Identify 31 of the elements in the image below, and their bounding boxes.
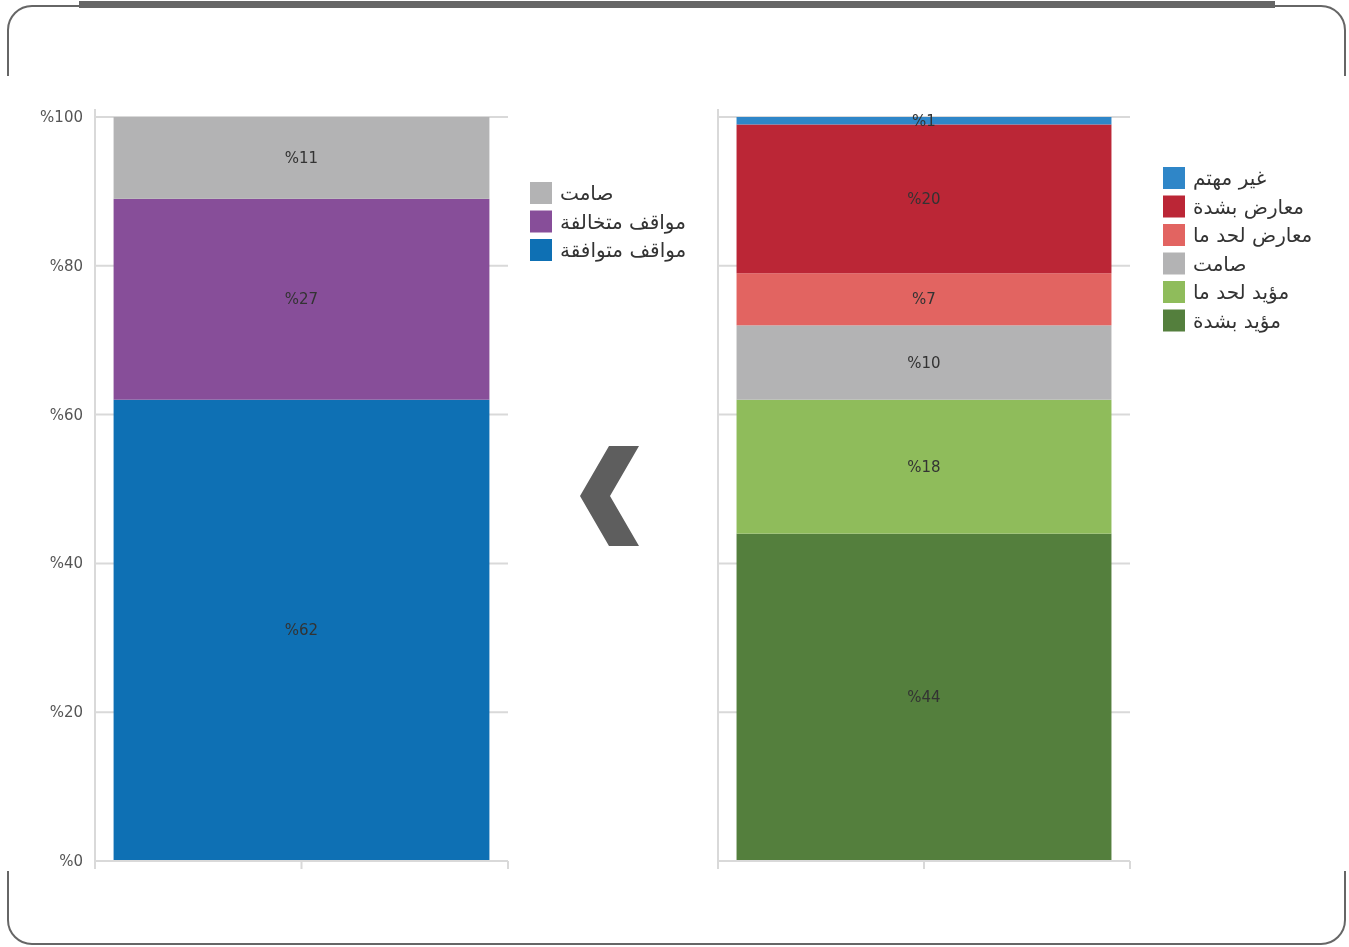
bar bbox=[113, 198, 490, 400]
data-label: %11 bbox=[284, 148, 319, 167]
bar bbox=[736, 124, 1112, 274]
y-tick-label: %100 bbox=[40, 108, 83, 126]
bar bbox=[736, 273, 1112, 326]
legend-label: غير مهتم bbox=[1193, 166, 1267, 190]
data-label: %18 bbox=[907, 457, 941, 476]
data-label: %62 bbox=[284, 621, 319, 640]
legend-label: مؤيد لحد ما bbox=[1193, 280, 1290, 304]
y-tick-label: %40 bbox=[49, 554, 83, 573]
y-tick-label: %0 bbox=[59, 852, 83, 870]
y-tick-label: %60 bbox=[49, 405, 83, 424]
y-tick-label: %80 bbox=[49, 256, 83, 275]
legend-label: مؤيد بشدة bbox=[1193, 308, 1281, 333]
legend-label: صامت bbox=[1193, 251, 1247, 276]
data-label: %44 bbox=[907, 688, 941, 707]
data-label: %7 bbox=[912, 290, 936, 309]
data-label: %10 bbox=[907, 353, 941, 372]
bar bbox=[113, 399, 490, 861]
legend-label: صامت bbox=[560, 181, 614, 205]
legend-label: مواقف متوافقة bbox=[560, 238, 687, 262]
bar bbox=[736, 325, 1112, 400]
data-label: %27 bbox=[284, 290, 319, 309]
legend-label: معارض بشدة bbox=[1193, 194, 1305, 219]
data-label: %20 bbox=[907, 189, 941, 208]
legend-label: معارض لحد ما bbox=[1193, 223, 1313, 247]
y-tick-label: %20 bbox=[49, 703, 83, 722]
bar bbox=[736, 533, 1112, 861]
legend-label: مواقف متخالفة bbox=[560, 209, 686, 234]
bar bbox=[736, 399, 1112, 534]
bar bbox=[113, 117, 490, 199]
